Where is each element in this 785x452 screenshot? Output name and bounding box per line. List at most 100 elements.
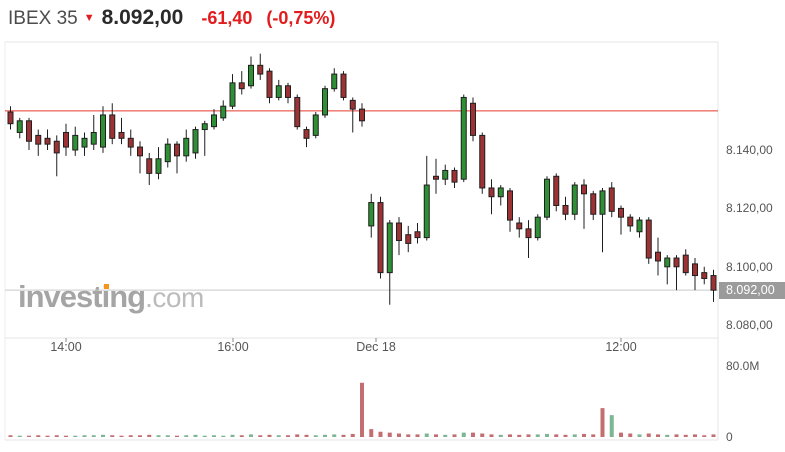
chart-shape	[665, 434, 670, 437]
candlestick	[118, 131, 125, 139]
chart-shape	[637, 434, 642, 437]
candlestick	[470, 102, 476, 136]
candlestick	[183, 137, 190, 157]
candlestick	[627, 216, 634, 227]
candlestick	[516, 222, 523, 230]
chart-shape	[110, 435, 115, 437]
chart-shape	[656, 434, 660, 437]
candlestick	[248, 64, 254, 87]
chart-shape	[138, 435, 142, 437]
chart-shape	[267, 434, 272, 437]
candlestick	[451, 169, 458, 183]
candlestick	[673, 257, 680, 268]
candlestick	[109, 114, 116, 139]
candlestick	[35, 134, 42, 145]
chart-shape	[693, 434, 697, 437]
watermark-brand-i: i	[101, 279, 111, 314]
chart-shape	[674, 434, 679, 437]
candlestick	[377, 202, 384, 274]
chart-shape	[156, 435, 161, 437]
chart-shape	[82, 435, 87, 437]
candlestick	[146, 158, 153, 174]
candlestick	[44, 137, 51, 145]
candlestick	[645, 219, 652, 259]
candlestick	[257, 64, 264, 75]
instrument-header: IBEX 35 ▼ 8.092,00 -61,40 (-0,75%)	[8, 6, 335, 30]
candlestick	[7, 111, 14, 125]
candlestick	[442, 169, 449, 180]
candlestick	[90, 131, 97, 145]
chart-shape	[415, 434, 420, 437]
price-axis-label: 8.120,00	[726, 201, 773, 216]
chart-shape	[434, 434, 438, 437]
last-price: 8.092,00	[101, 6, 184, 29]
time-axis-label: 12:00	[605, 340, 637, 354]
candlestick	[396, 222, 402, 242]
chart-shape	[646, 433, 651, 437]
chart-shape	[8, 435, 13, 437]
candlestick	[100, 114, 106, 148]
candlestick	[331, 73, 338, 90]
candlestick	[285, 85, 291, 98]
candlestick	[433, 175, 439, 180]
candlestick	[544, 178, 550, 218]
candlestick	[220, 105, 227, 119]
candlestick	[534, 216, 541, 239]
instrument-name[interactable]: IBEX 35	[8, 8, 78, 29]
chart-shape	[508, 434, 512, 437]
candlestick	[368, 202, 375, 227]
candlestick	[81, 137, 88, 148]
chart-shape	[683, 434, 688, 437]
chart-shape	[184, 435, 189, 437]
chart-shape	[563, 434, 568, 437]
candlestick	[137, 146, 143, 157]
chart-shape	[119, 435, 124, 437]
candlestick	[386, 222, 393, 274]
candlestick	[664, 257, 671, 268]
chart-shape	[572, 434, 577, 437]
chart-shape	[535, 434, 540, 437]
candlestick	[682, 254, 689, 274]
watermark-brand-post: ng	[109, 279, 146, 314]
watermark-orange-dot-icon	[103, 284, 109, 289]
candlestick	[53, 140, 60, 154]
price-change-percent: (-0,75%)	[266, 8, 336, 28]
time-axis-label: Dec 18	[356, 340, 396, 354]
candlestick	[608, 187, 615, 212]
chart-shape	[91, 435, 96, 437]
chart-shape	[619, 432, 623, 437]
candlestick	[155, 158, 162, 174]
candlestick	[655, 251, 661, 262]
candlestick	[266, 70, 273, 98]
chart-shape	[313, 435, 318, 437]
chart-shape	[471, 432, 475, 437]
last-price-axis-badge: 8.092,00	[719, 281, 785, 299]
chart-shape	[397, 433, 401, 437]
candlestick	[303, 129, 310, 139]
candlestick	[211, 114, 217, 128]
candlestick	[497, 187, 504, 198]
chart-shape	[36, 435, 41, 437]
candlestick	[405, 234, 412, 244]
candlestick	[322, 88, 328, 116]
candlestick	[599, 190, 606, 215]
chart-shape	[276, 435, 281, 437]
candlestick	[423, 184, 430, 239]
chart-shape	[702, 435, 707, 437]
candlestick	[590, 193, 597, 215]
candlestick	[488, 187, 495, 198]
chart-shape	[628, 433, 633, 437]
chart-shape	[406, 434, 411, 437]
chart-shape	[378, 431, 383, 437]
chart-shape	[165, 435, 170, 437]
chart-shape	[582, 433, 586, 437]
chart-shape	[424, 433, 429, 437]
candlestick	[701, 272, 708, 279]
chart-shape	[591, 434, 596, 437]
candlestick	[710, 275, 717, 291]
candlestick	[553, 175, 560, 206]
candlestick	[16, 120, 23, 133]
candlestick	[581, 184, 587, 195]
